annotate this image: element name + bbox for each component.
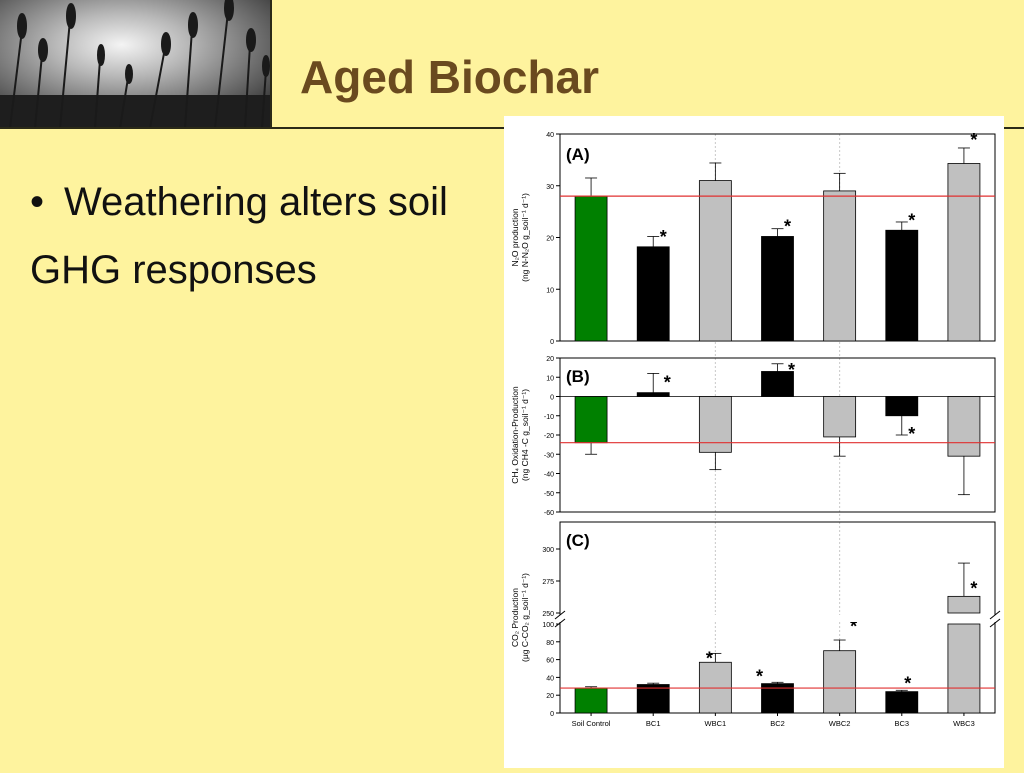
chart-figure: 0 10 20 30 40 * * * * (A) N₂O production (ng N-N₂O … — [504, 116, 1004, 768]
y-tick-label: -40 — [544, 472, 554, 479]
y-tick-label: -20 — [544, 433, 554, 440]
bar-b-6 — [947, 396, 981, 457]
significance-marker: * — [908, 424, 915, 444]
slide-title: Aged Biochar — [300, 51, 600, 103]
bullet-item: • Weathering alters soil GHG responses — [30, 168, 470, 304]
y-axis-label: CO₂ Production — [510, 588, 520, 647]
y-axis-label: CH₄ Oxidation-Production — [510, 386, 520, 484]
bar-a-1 — [636, 246, 670, 342]
x-tick-label: WBC1 — [705, 719, 727, 728]
y-tick-label: 275 — [542, 579, 554, 586]
axis-break-mark — [554, 618, 566, 628]
significance-marker: * — [784, 216, 791, 236]
axis-break-mark — [554, 610, 566, 620]
y-tick-label: 30 — [546, 184, 554, 191]
x-tick-label: WBC3 — [953, 719, 975, 728]
y-axis-label: (ng CH4 -C g_soil⁻¹ d⁻¹) — [520, 389, 530, 481]
chart-svg: 0 10 20 30 40 * * * * (A) N₂O production (ng N-N₂O … — [510, 130, 1001, 728]
y-tick-label: 300 — [542, 547, 554, 554]
bullet-list: • Weathering alters soil GHG responses — [30, 168, 470, 304]
bullet-dot-icon: • — [30, 180, 45, 224]
y-tick-label: 100 — [542, 622, 554, 629]
bar-c-5 — [885, 691, 919, 714]
significance-marker: * — [706, 648, 713, 668]
bar-a-2 — [698, 180, 732, 342]
panel-label: (B) — [566, 367, 590, 386]
y-tick-label: -50 — [544, 491, 554, 498]
bar-c-1 — [636, 684, 670, 714]
bar-a-5 — [885, 229, 919, 342]
bar-c-6-upper — [947, 595, 981, 614]
bar-a-6 — [947, 163, 981, 342]
significance-marker: * — [970, 578, 977, 598]
axis-break-mark — [989, 618, 1001, 628]
y-tick-label: -60 — [544, 510, 554, 517]
y-axis-label: (ng N-N₂O g_soil⁻¹ d⁻¹) — [520, 193, 530, 282]
header-divider-vertical — [270, 0, 272, 128]
significance-marker: * — [756, 667, 763, 687]
y-tick-label: 40 — [546, 132, 554, 139]
bar-b-4 — [823, 396, 857, 438]
x-tick-label: Soil Control — [572, 719, 611, 728]
x-tick-label: WBC2 — [829, 719, 851, 728]
y-axis-label: N₂O production — [510, 208, 520, 266]
y-tick-label: -30 — [544, 452, 554, 459]
panel-label: (C) — [566, 531, 590, 550]
axis-break-gap — [554, 615, 1001, 622]
bar-b-5 — [885, 396, 919, 417]
significance-marker: * — [788, 360, 795, 380]
x-tick-label: BC3 — [894, 719, 909, 728]
significance-marker: * — [660, 227, 667, 247]
y-tick-label: 250 — [542, 611, 554, 618]
y-tick-label: 0 — [550, 339, 554, 346]
bar-a-3 — [761, 236, 794, 342]
significance-marker: * — [904, 674, 911, 694]
y-tick-label: 80 — [546, 640, 554, 647]
axis-break-mark — [989, 610, 1001, 620]
y-tick-label: 20 — [546, 693, 554, 700]
bar-b-1 — [636, 392, 670, 397]
bar-c-6-lower — [947, 623, 981, 714]
bar-a-0 — [574, 195, 608, 342]
bar-a-4 — [823, 190, 857, 342]
x-tick-label: BC1 — [646, 719, 661, 728]
y-tick-label: 20 — [546, 356, 554, 363]
y-axis-label: (μg C-CO₂ g_soil⁻¹ d⁻¹) — [520, 573, 530, 662]
wheat-field-photo — [0, 0, 270, 128]
y-tick-label: 60 — [546, 658, 554, 665]
bar-c-4 — [823, 650, 857, 714]
y-tick-label: 0 — [550, 711, 554, 718]
y-tick-label: 0 — [550, 395, 554, 402]
y-tick-label: 40 — [546, 675, 554, 682]
y-tick-label: 10 — [546, 375, 554, 382]
bullet-text: Weathering alters soil GHG responses — [30, 180, 448, 292]
y-tick-label: 20 — [546, 236, 554, 243]
y-tick-label: -10 — [544, 414, 554, 421]
panel-label: (A) — [566, 145, 590, 164]
significance-marker: * — [908, 210, 915, 230]
bar-c-0 — [574, 687, 608, 714]
significance-marker: * — [850, 617, 857, 637]
significance-marker: * — [970, 130, 977, 150]
bar-b-2 — [698, 396, 732, 453]
significance-marker: * — [664, 373, 671, 393]
wheat-field-image — [0, 0, 270, 128]
x-tick-label: BC2 — [770, 719, 785, 728]
y-tick-label: 10 — [546, 287, 554, 294]
bar-b-0 — [574, 396, 608, 444]
